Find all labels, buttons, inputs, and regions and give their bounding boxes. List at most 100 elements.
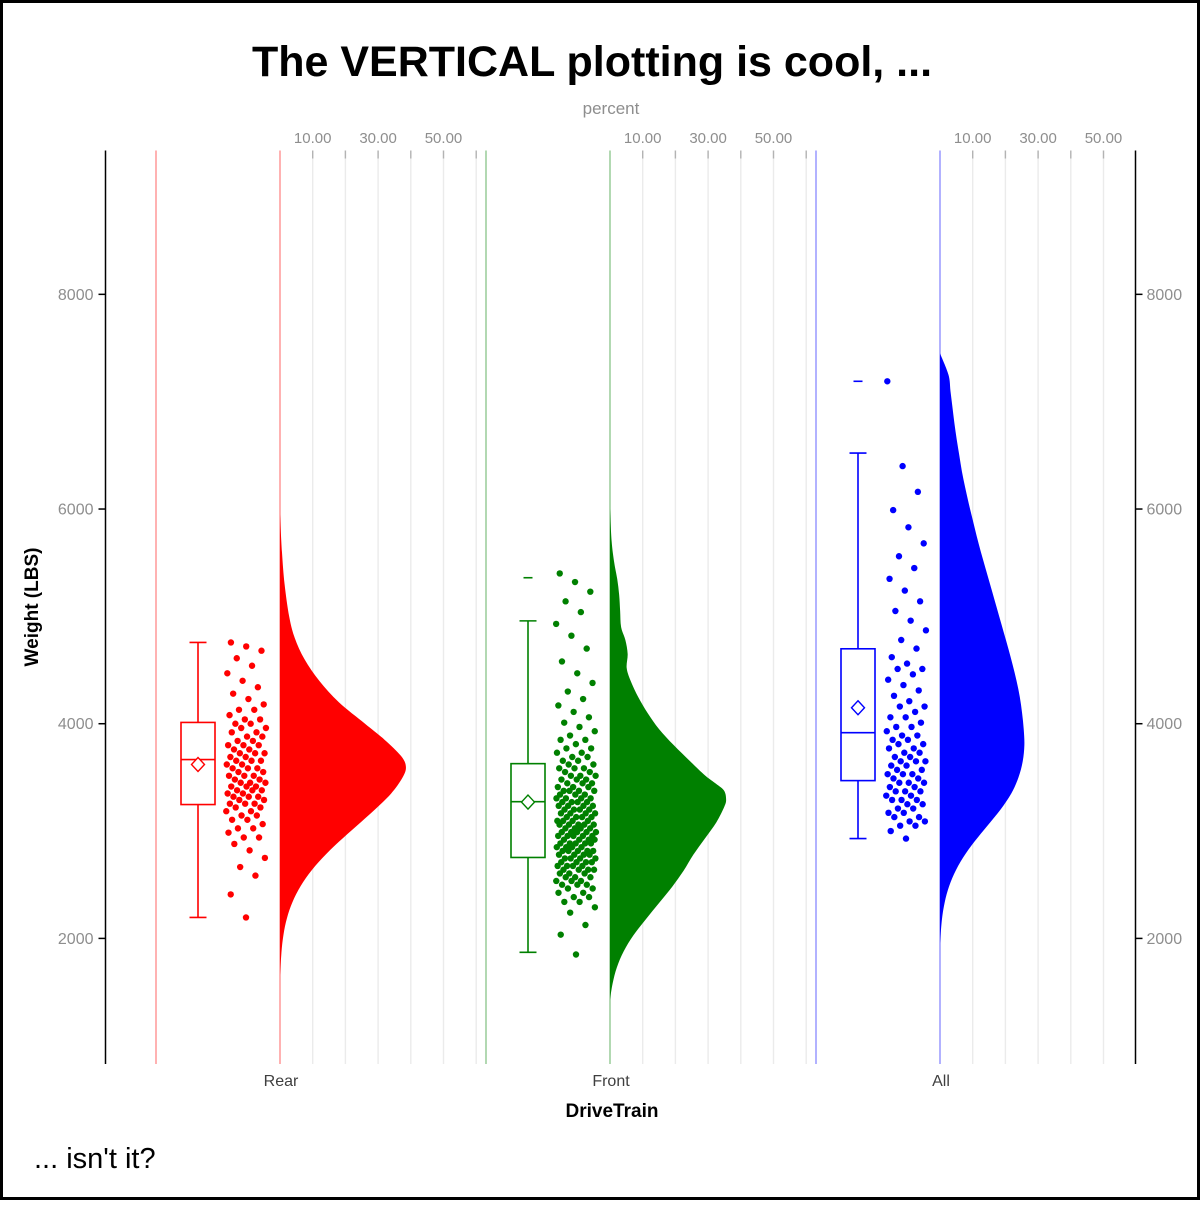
jitter-point bbox=[589, 847, 597, 855]
jitter-point bbox=[259, 768, 267, 776]
jitter-point bbox=[889, 736, 896, 744]
jitter-point bbox=[254, 765, 261, 772]
jitter-point bbox=[886, 575, 893, 583]
jitter-point bbox=[558, 881, 566, 888]
jitter-point bbox=[917, 719, 925, 726]
jitter-point bbox=[919, 665, 926, 673]
jitter-point bbox=[561, 855, 569, 862]
jitter-point bbox=[591, 787, 598, 795]
jitter-point bbox=[582, 921, 589, 929]
x-axis-label: DriveTrain bbox=[566, 1101, 659, 1122]
jitter-point bbox=[898, 732, 906, 739]
jitter-point bbox=[228, 783, 235, 790]
jitter-point bbox=[897, 758, 904, 765]
jitter-point bbox=[592, 855, 599, 862]
jitter-point bbox=[248, 662, 256, 669]
jitter-point bbox=[260, 701, 267, 708]
jitter-point bbox=[592, 772, 599, 779]
jitter-point bbox=[579, 695, 587, 703]
percent-tick-label: 10.00 bbox=[294, 130, 332, 147]
jitter-point bbox=[235, 768, 242, 776]
jitter-point bbox=[259, 733, 266, 740]
jitter-point bbox=[902, 835, 910, 842]
jitter-point bbox=[884, 770, 891, 778]
jitter-point bbox=[241, 800, 249, 807]
jitter-point bbox=[582, 736, 589, 744]
jitter-point bbox=[919, 740, 927, 748]
jitter-point bbox=[236, 750, 244, 757]
box-front bbox=[510, 762, 546, 859]
jitter-point bbox=[226, 711, 233, 719]
jitter-point bbox=[247, 720, 254, 727]
jitter-point bbox=[237, 779, 244, 786]
jitter-point bbox=[890, 692, 898, 700]
jitter-point bbox=[909, 770, 916, 778]
jitter-point bbox=[562, 598, 569, 605]
jitter-point bbox=[256, 716, 264, 723]
jitter-point bbox=[893, 766, 901, 774]
jitter-point bbox=[225, 772, 233, 779]
jitter-point bbox=[234, 737, 241, 745]
jitter-point bbox=[590, 821, 597, 828]
jitter-point bbox=[587, 745, 595, 752]
jitter-point bbox=[901, 587, 909, 594]
jitter-point bbox=[903, 660, 911, 667]
jitter-point bbox=[258, 787, 266, 794]
jitter-point bbox=[555, 889, 562, 896]
jitter-point bbox=[253, 812, 261, 819]
jitter-point bbox=[246, 746, 253, 753]
jitter-point bbox=[888, 653, 895, 661]
jitter-point bbox=[257, 804, 264, 811]
jitter-point bbox=[571, 765, 578, 772]
jitter-point bbox=[571, 578, 579, 586]
jitter-point bbox=[907, 792, 915, 799]
jitter-point bbox=[240, 834, 247, 841]
jitter-point bbox=[921, 703, 928, 710]
jitter-point bbox=[892, 607, 899, 615]
jitter-point bbox=[894, 665, 901, 673]
jitter-point bbox=[896, 779, 903, 786]
jitter-point bbox=[583, 881, 591, 888]
jitter-point bbox=[894, 805, 902, 812]
jitter-point bbox=[574, 757, 582, 764]
y-tick-label-left: 2000 bbox=[58, 931, 94, 948]
jitter-point bbox=[566, 909, 574, 916]
jitter-point bbox=[251, 750, 259, 757]
jitter-point bbox=[561, 768, 569, 776]
jitter-point bbox=[235, 706, 243, 713]
jitter-point bbox=[914, 732, 921, 739]
jitter-point bbox=[919, 801, 926, 808]
jitter-point bbox=[918, 766, 926, 774]
jitter-point bbox=[904, 801, 911, 808]
jitter-point bbox=[883, 728, 890, 735]
jitter-point bbox=[256, 776, 263, 783]
jitter-point bbox=[231, 840, 238, 848]
jitter-point bbox=[253, 729, 260, 736]
jitter-point bbox=[252, 783, 260, 790]
jitter-point bbox=[589, 885, 596, 892]
percent-tick-label: 30.00 bbox=[689, 130, 727, 147]
jitter-point bbox=[556, 765, 563, 772]
jitter-point bbox=[242, 914, 250, 921]
jitter-point bbox=[227, 639, 235, 646]
jitter-point bbox=[901, 788, 909, 795]
jitter-point bbox=[247, 808, 255, 815]
jitter-point bbox=[570, 893, 577, 901]
jitter-point bbox=[901, 749, 908, 756]
jitter-point bbox=[922, 758, 929, 765]
jitter-point bbox=[580, 889, 587, 896]
jitter-point bbox=[223, 808, 230, 815]
jitter-point bbox=[887, 827, 894, 835]
jitter-point bbox=[592, 828, 600, 836]
jitter-point bbox=[245, 793, 252, 800]
mean-diamond bbox=[520, 794, 536, 811]
y-tick-label-left: 6000 bbox=[58, 502, 94, 519]
jitter-point bbox=[586, 768, 593, 776]
jitter-point bbox=[911, 708, 919, 716]
y-tick-label-right: 2000 bbox=[1147, 931, 1183, 948]
jitter-point bbox=[912, 822, 919, 829]
jitter-point bbox=[564, 688, 572, 695]
jitter-point bbox=[565, 761, 572, 768]
jitter-point bbox=[572, 740, 580, 748]
